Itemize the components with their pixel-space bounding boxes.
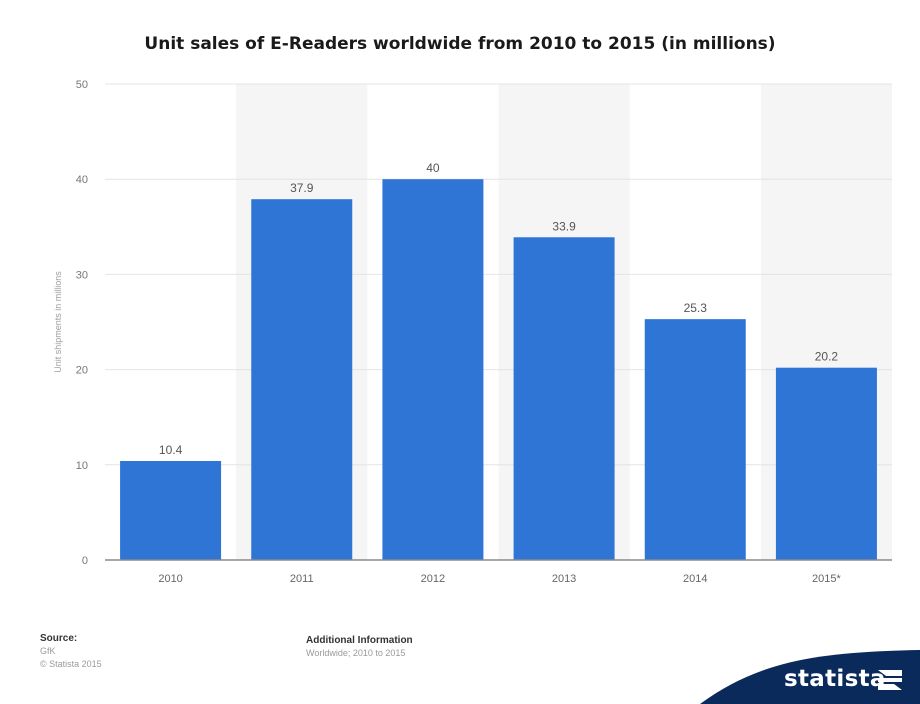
bar-value-label: 20.2	[815, 350, 839, 364]
statista-logo-icon	[878, 670, 902, 690]
bar	[513, 237, 615, 560]
additional-info-block: Additional Information Worldwide; 2010 t…	[306, 634, 413, 660]
bar-value-label: 25.3	[684, 301, 708, 315]
x-tick-label: 2011	[290, 573, 314, 585]
x-tick-label: 2014	[683, 573, 707, 585]
y-tick-label: 0	[82, 555, 88, 567]
x-tick-label: 2015*	[812, 573, 841, 585]
y-tick-label: 50	[76, 79, 88, 91]
y-axis-label: Unit shipments in millions	[53, 271, 63, 373]
bar	[382, 179, 484, 560]
source-line-1: GfK	[40, 646, 56, 656]
bar-value-label: 40	[426, 161, 440, 175]
y-tick-label: 20	[76, 365, 88, 377]
source-line-2: © Statista 2015	[40, 659, 102, 669]
source-block: Source: GfK © Statista 2015	[40, 632, 102, 671]
y-tick-label: 40	[76, 174, 88, 186]
bar	[775, 367, 877, 560]
chart-title: Unit sales of E-Readers worldwide from 2…	[144, 34, 776, 54]
x-tick-label: 2013	[552, 573, 576, 585]
x-tick-label: 2010	[158, 573, 182, 585]
bar-value-label: 37.9	[290, 181, 314, 195]
y-tick-label: 10	[76, 460, 88, 472]
additional-info-heading: Additional Information	[306, 635, 413, 646]
y-tick-label: 30	[76, 269, 88, 281]
bar-value-label: 33.9	[552, 219, 576, 233]
additional-info-text: Worldwide; 2010 to 2015	[306, 648, 406, 658]
bar	[644, 319, 746, 560]
bar	[120, 460, 222, 560]
statista-brand-name[interactable]: statista	[784, 666, 886, 692]
source-heading: Source:	[40, 633, 78, 644]
bar	[251, 199, 353, 560]
x-tick-label: 2012	[421, 573, 445, 585]
bar-value-label: 10.4	[159, 443, 183, 457]
